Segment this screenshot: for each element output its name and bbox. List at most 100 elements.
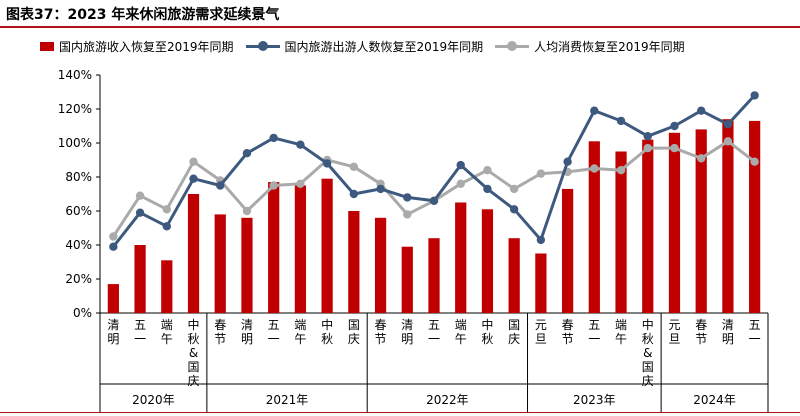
bar-revenue — [268, 182, 280, 313]
group-label: 2024年 — [693, 393, 736, 407]
x-tick-label: 端午 — [294, 318, 306, 346]
point-trips — [616, 116, 626, 126]
point-spend — [269, 181, 278, 190]
x-tick-label: 中秋&国庆 — [188, 317, 200, 388]
x-tick-label: 清明 — [241, 318, 253, 346]
point-spend — [242, 206, 252, 216]
point-spend — [189, 157, 198, 166]
x-tick-label: 中秋&国庆 — [642, 317, 654, 388]
x-tick-label: 五一 — [588, 318, 600, 346]
bar-revenue — [401, 246, 413, 313]
x-tick-label: 国庆 — [348, 318, 360, 346]
point-trips — [296, 140, 305, 149]
bar-revenue — [508, 238, 520, 313]
x-tick-label: 清明 — [107, 318, 119, 346]
point-spend — [509, 184, 519, 194]
title-rule — [0, 26, 800, 28]
bar-revenue — [668, 132, 681, 313]
point-spend — [456, 179, 465, 188]
point-trips — [403, 193, 412, 202]
point-trips — [509, 205, 519, 214]
x-tick-label: 五一 — [428, 318, 440, 346]
x-tick-label: 国庆 — [508, 318, 520, 346]
x-tick-label: 中秋 — [481, 317, 493, 346]
group-label: 2020年 — [132, 393, 175, 407]
point-spend — [616, 166, 626, 175]
y-tick-label: 80% — [65, 170, 92, 184]
x-tick-label: 五一 — [749, 318, 761, 346]
group-label: 2021年 — [266, 393, 309, 407]
point-trips — [376, 184, 385, 194]
point-trips — [643, 132, 652, 141]
bar-revenue — [749, 120, 761, 314]
bar-revenue — [214, 214, 226, 313]
point-spend — [723, 137, 733, 146]
x-tick-label: 五一 — [268, 318, 280, 346]
point-spend — [670, 143, 679, 153]
x-tick-label: 端午 — [161, 318, 173, 346]
line-trips — [112, 94, 756, 248]
point-trips — [242, 149, 252, 158]
point-trips — [269, 133, 278, 143]
y-tick-label: 0% — [73, 306, 92, 320]
y-tick-label: 140% — [58, 68, 92, 82]
x-tick-label: 元旦 — [668, 318, 680, 346]
x-tick-label: 春节 — [375, 318, 387, 346]
legend-label-spend: 人均消费恢复至2019年同期 — [534, 39, 685, 54]
line-spend — [112, 139, 756, 238]
x-tick-label: 清明 — [722, 318, 734, 346]
legend-label-trips: 国内旅游出游人数恢复至2019年同期 — [284, 39, 484, 54]
x-tick-label: 春节 — [562, 318, 574, 346]
bottom-rule — [0, 412, 800, 413]
group-label: 2023年 — [573, 393, 616, 407]
bar-revenue — [107, 284, 119, 313]
point-spend — [750, 157, 759, 166]
point-spend — [162, 205, 171, 214]
bar-revenue — [561, 188, 574, 313]
chart-title: 图表37：2023 年来休闲旅游需求延续景气 — [6, 7, 280, 23]
x-tick-label: 元旦 — [535, 318, 547, 346]
point-trips — [563, 157, 572, 166]
bar-revenue — [134, 245, 146, 313]
point-trips — [750, 91, 759, 100]
point-spend — [643, 143, 652, 153]
point-trips — [723, 120, 733, 129]
legend-swatch-revenue — [40, 41, 54, 51]
point-spend — [536, 169, 546, 178]
bar-revenue — [241, 217, 253, 313]
x-tick-label: 中秋 — [321, 317, 333, 346]
y-tick-label: 60% — [65, 204, 92, 218]
bar-revenue — [294, 185, 307, 313]
bar-revenue — [481, 209, 494, 313]
x-tick-label: 端午 — [615, 318, 627, 346]
bar-revenue — [642, 139, 654, 313]
y-tick-label: 20% — [65, 272, 92, 286]
point-trips — [456, 160, 465, 170]
y-tick-label: 120% — [58, 102, 92, 116]
bar-revenue — [535, 253, 547, 313]
bar-revenue — [187, 194, 200, 313]
point-spend — [697, 154, 706, 163]
legend-swatch-trips — [245, 40, 280, 52]
point-spend — [590, 164, 599, 173]
bar-revenue — [722, 119, 734, 313]
point-spend — [349, 162, 359, 171]
point-trips — [109, 242, 118, 251]
group-label: 2022年 — [426, 393, 469, 407]
point-trips — [429, 196, 439, 205]
x-tick-label: 端午 — [455, 318, 467, 346]
point-trips — [162, 222, 171, 231]
point-spend — [483, 166, 492, 175]
bar-revenue — [374, 217, 387, 313]
x-tick-label: 春节 — [695, 318, 707, 346]
point-trips — [349, 189, 359, 199]
legend-swatch-spend — [495, 40, 530, 52]
bar-revenue — [428, 238, 440, 313]
x-tick-label: 春节 — [214, 318, 226, 346]
x-tick-label: 五一 — [134, 318, 146, 346]
bar-revenue — [615, 151, 627, 313]
x-tick-label: 清明 — [401, 318, 413, 346]
point-spend — [135, 191, 145, 200]
bar-revenue — [348, 211, 360, 313]
